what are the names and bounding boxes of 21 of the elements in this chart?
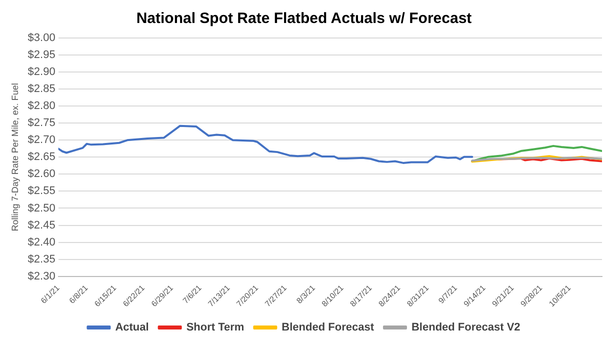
legend-label: Short Term xyxy=(186,322,244,334)
legend-label: Blended Forecast xyxy=(282,322,374,334)
y-tick-label: $3.00 xyxy=(28,32,56,44)
y-tick-label: $2.65 xyxy=(28,151,56,164)
y-tick-label: $2.95 xyxy=(28,49,56,62)
y-tick-label: $2.90 xyxy=(28,66,56,78)
y-tick-label: $2.55 xyxy=(28,185,56,198)
y-tick-label: $2.80 xyxy=(28,100,56,112)
y-tick-label: $2.45 xyxy=(28,219,56,232)
y-tick-label: $2.30 xyxy=(28,270,56,282)
y-tick-label: $2.35 xyxy=(28,253,56,266)
y-tick-label: $2.85 xyxy=(28,83,56,96)
legend-label: Actual xyxy=(115,322,149,334)
y-tick-label: $2.75 xyxy=(28,117,56,130)
y-tick-label: $2.50 xyxy=(28,202,56,214)
chart-title: National Spot Rate Flatbed Actuals w/ Forecast xyxy=(136,10,472,28)
y-tick-label: $2.60 xyxy=(28,168,56,180)
y-tick-label: $2.70 xyxy=(28,134,56,146)
y-axis-title: Rolling 7-Day Rate Per Mile, ex. Fuel xyxy=(10,83,20,232)
legend-label: Blended Forecast V2 xyxy=(411,322,520,334)
y-tick-label: $2.40 xyxy=(28,236,56,248)
